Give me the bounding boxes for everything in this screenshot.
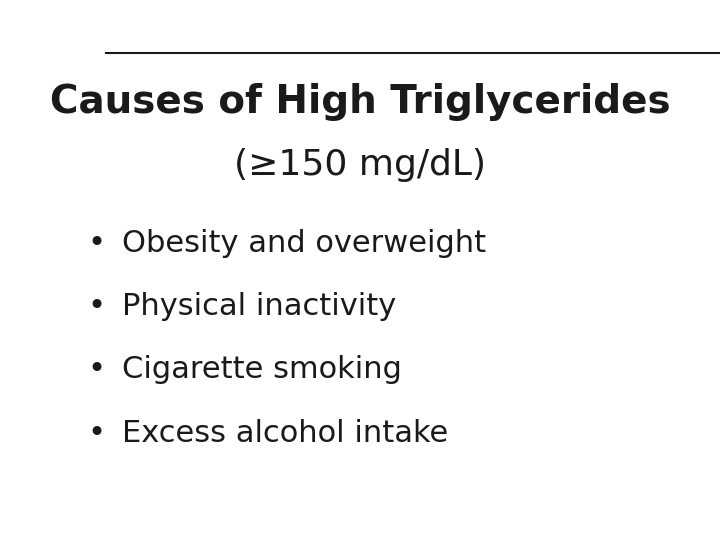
- Text: •: •: [87, 418, 105, 448]
- Text: Obesity and overweight: Obesity and overweight: [122, 229, 486, 258]
- Text: Cigarette smoking: Cigarette smoking: [122, 355, 402, 384]
- Text: •: •: [87, 355, 105, 384]
- Text: Causes of High Triglycerides: Causes of High Triglycerides: [50, 83, 670, 120]
- Text: •: •: [87, 229, 105, 258]
- Text: •: •: [87, 292, 105, 321]
- Text: Excess alcohol intake: Excess alcohol intake: [122, 418, 448, 448]
- Text: Physical inactivity: Physical inactivity: [122, 292, 396, 321]
- Text: (≥150 mg/dL): (≥150 mg/dL): [234, 148, 486, 182]
